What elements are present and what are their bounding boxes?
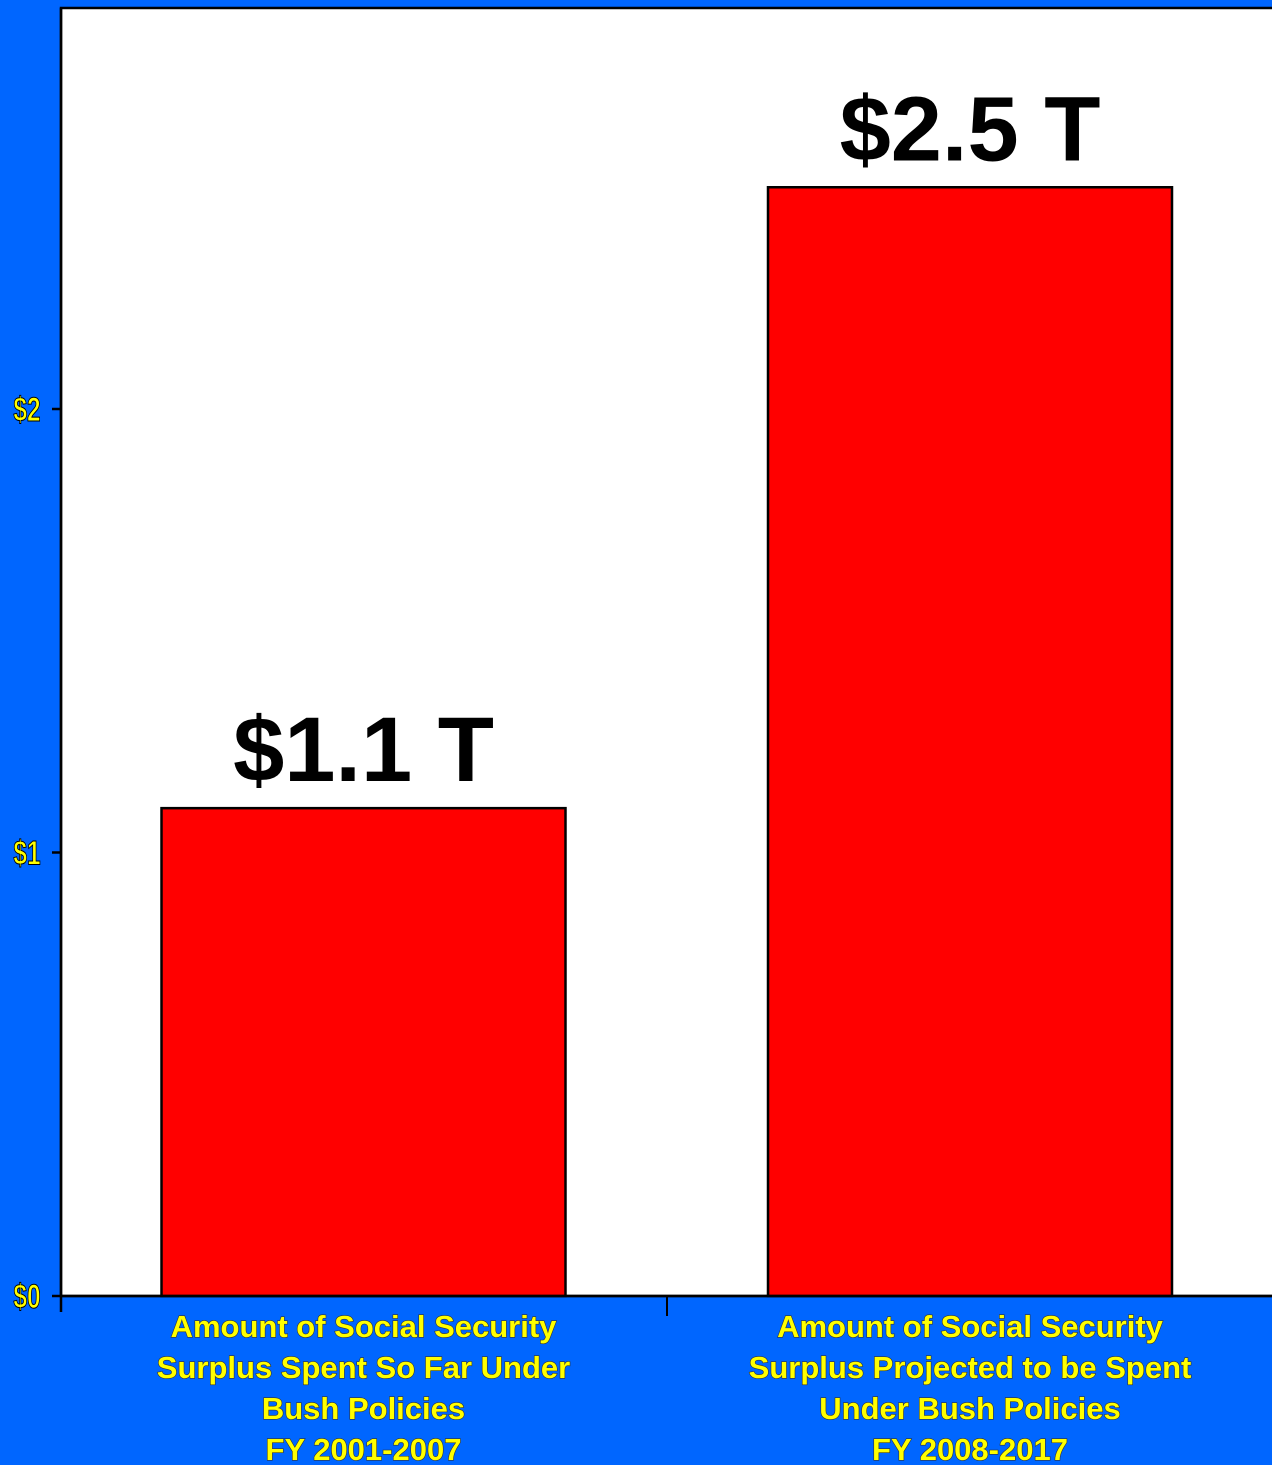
bar — [160, 806, 567, 1298]
category-label-line: Surplus Spent So Far Under — [157, 1350, 570, 1385]
category-label-line: Amount of Social Security — [777, 1309, 1164, 1344]
category-label-line: Bush Policies — [262, 1391, 465, 1426]
y-tick-label: $1 — [13, 835, 40, 873]
category-label-line: Surplus Projected to be Spent — [749, 1350, 1192, 1385]
category-label: Amount of Social Security Surplus Project… — [749, 1309, 1192, 1465]
category-label: Amount of Social Security Surplus Spent S… — [157, 1309, 570, 1465]
bar — [766, 186, 1174, 1298]
y-tick-label: $0 — [13, 1278, 40, 1316]
category-label-line: Amount of Social Security — [171, 1309, 558, 1344]
category-label-line: FY 2001-2007 — [266, 1432, 462, 1465]
y-tick-label: $2 — [13, 391, 40, 429]
data-label: $2.5 T — [840, 78, 1101, 180]
data-label: $1.1 T — [233, 699, 494, 801]
category-label-line: Under Bush Policies — [819, 1391, 1120, 1426]
category-label-line: FY 2008-2017 — [872, 1432, 1068, 1465]
